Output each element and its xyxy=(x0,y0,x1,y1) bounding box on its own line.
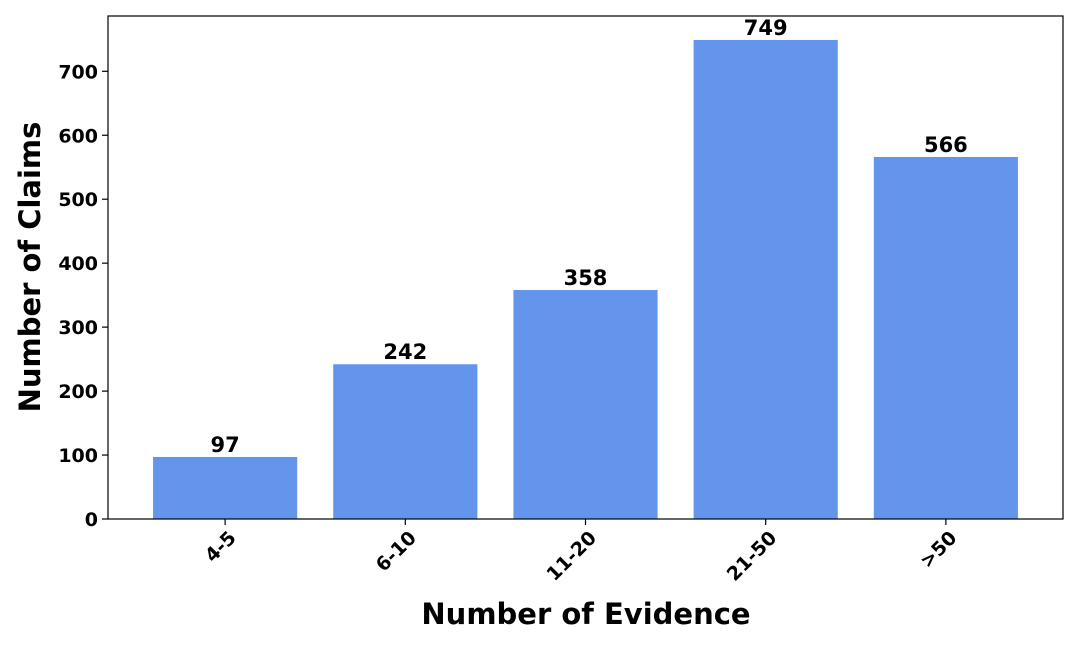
plot-frame xyxy=(107,15,1064,520)
value-label: 566 xyxy=(924,133,968,157)
bar xyxy=(513,290,658,519)
x-tick-label: 4-5 xyxy=(201,527,241,567)
bar xyxy=(693,39,838,519)
y-tick-label: 400 xyxy=(58,253,98,275)
y-tick-label: 100 xyxy=(58,445,98,467)
x-tick-label: >50 xyxy=(916,527,962,573)
value-label: 358 xyxy=(564,266,608,290)
bar xyxy=(153,456,298,519)
bar xyxy=(873,156,1018,519)
value-label: 749 xyxy=(744,16,788,40)
value-label: 97 xyxy=(211,433,240,457)
y-tick-label: 300 xyxy=(58,317,98,339)
y-tick-label: 200 xyxy=(58,381,98,403)
x-axis-label: Number of Evidence xyxy=(421,597,750,631)
y-axis-label: Number of Claims xyxy=(13,122,47,413)
x-tick-label: 21-50 xyxy=(723,527,782,586)
bar xyxy=(333,364,478,519)
y-tick-label: 500 xyxy=(58,189,98,211)
y-tick-label: 600 xyxy=(58,125,98,147)
value-label: 242 xyxy=(383,340,427,364)
y-tick-label: 700 xyxy=(58,61,98,83)
x-tick-label: 11-20 xyxy=(543,527,602,586)
x-tick-label: 6-10 xyxy=(372,527,421,576)
y-tick-label: 0 xyxy=(85,509,98,531)
